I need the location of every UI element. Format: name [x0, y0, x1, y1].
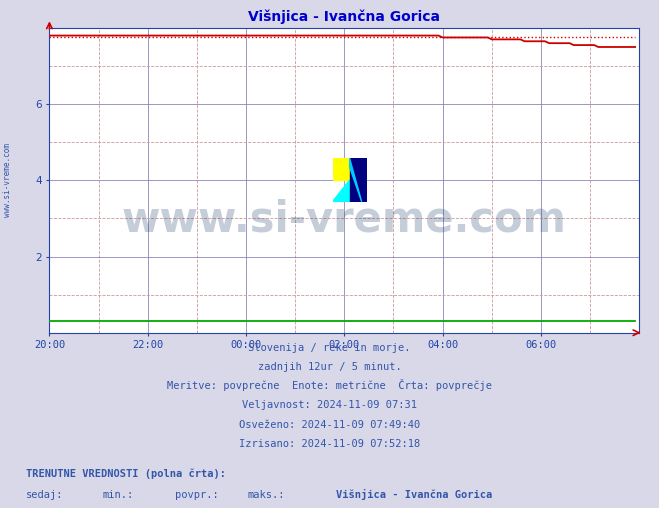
- Text: sedaj:: sedaj:: [26, 490, 64, 500]
- Polygon shape: [333, 158, 350, 180]
- Polygon shape: [333, 180, 350, 202]
- Text: Izrisano: 2024-11-09 07:52:18: Izrisano: 2024-11-09 07:52:18: [239, 439, 420, 449]
- Text: TRENUTNE VREDNOSTI (polna črta):: TRENUTNE VREDNOSTI (polna črta):: [26, 468, 226, 479]
- Text: www.si-vreme.com: www.si-vreme.com: [122, 199, 567, 241]
- Text: www.si-vreme.com: www.si-vreme.com: [3, 143, 13, 217]
- Text: maks.:: maks.:: [247, 490, 285, 500]
- Text: povpr.:: povpr.:: [175, 490, 218, 500]
- Text: Višnjica - Ivančna Gorica: Višnjica - Ivančna Gorica: [336, 489, 492, 500]
- Polygon shape: [350, 158, 362, 202]
- Text: zadnjih 12ur / 5 minut.: zadnjih 12ur / 5 minut.: [258, 362, 401, 372]
- Text: Slovenija / reke in morje.: Slovenija / reke in morje.: [248, 342, 411, 353]
- Text: Meritve: povprečne  Enote: metrične  Črta: povprečje: Meritve: povprečne Enote: metrične Črta:…: [167, 379, 492, 391]
- Text: Veljavnost: 2024-11-09 07:31: Veljavnost: 2024-11-09 07:31: [242, 400, 417, 410]
- Text: Osveženo: 2024-11-09 07:49:40: Osveženo: 2024-11-09 07:49:40: [239, 420, 420, 430]
- Polygon shape: [350, 158, 367, 202]
- Title: Višnjica - Ivančna Gorica: Višnjica - Ivančna Gorica: [248, 10, 440, 24]
- Text: min.:: min.:: [102, 490, 133, 500]
